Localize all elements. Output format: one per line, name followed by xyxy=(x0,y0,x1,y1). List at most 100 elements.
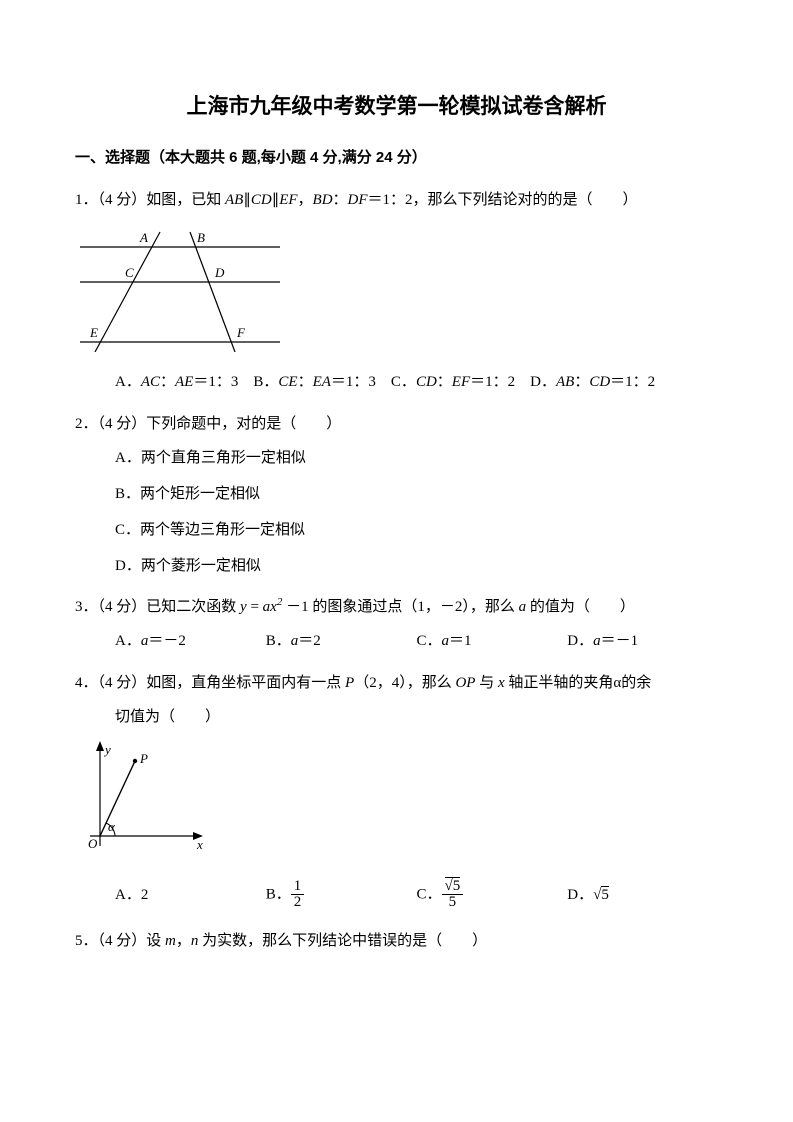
q4-options: A．2 B．12 C．√55 D．√5 xyxy=(75,879,718,912)
q1-C-label: C． xyxy=(391,374,416,390)
q1-A-label: A． xyxy=(115,374,141,390)
q4-A-val: 2 xyxy=(141,887,149,903)
q1-C-r: EF xyxy=(452,374,470,390)
q3-C: C．a＝1 xyxy=(417,629,568,653)
q1-B-l: CE xyxy=(278,374,297,390)
q5-m: m xyxy=(165,933,176,949)
q4-t1: 4．（4 分）如图，直角坐标平面内有一点 xyxy=(75,675,345,691)
q1-C-v: ＝1：2 xyxy=(470,374,515,390)
q4-B-num: 1 xyxy=(291,879,305,896)
q1-cd: CD xyxy=(251,192,272,208)
q3-C-var: a xyxy=(442,633,450,649)
q4-D-sqrt: √5 xyxy=(593,886,609,903)
q1-t2: ＝1：2，那么下列结论对的的是（ ） xyxy=(368,192,638,208)
question-1: 1．（4 分）如图，已知 AB∥CD∥EF，BD：DF＝1：2，那么下列结论对的… xyxy=(75,188,718,394)
q5-t1: 5．（4 分）设 xyxy=(75,933,165,949)
q1-D-label: D． xyxy=(530,374,556,390)
q1-df: DF xyxy=(348,192,368,208)
q4-C: C．√55 xyxy=(417,879,568,912)
q1-B-r: EA xyxy=(313,374,331,390)
q3-C-lab: C． xyxy=(417,633,442,649)
q1-A-l: AC xyxy=(141,374,160,390)
q4-stem: 4．（4 分）如图，直角坐标平面内有一点 P（2，4），那么 OP 与 x 轴正… xyxy=(75,671,718,695)
q4-t2: （2，4），那么 xyxy=(354,675,455,691)
q4-stem-2: 切值为（ ） xyxy=(75,705,718,729)
q1-D-r: CD xyxy=(589,374,610,390)
question-5: 5．（4 分）设 m，n 为实数，那么下列结论中错误的是（ ） xyxy=(75,929,718,953)
q5-stem: 5．（4 分）设 m，n 为实数，那么下列结论中错误的是（ ） xyxy=(75,929,718,953)
q4-A-lab: A． xyxy=(115,887,141,903)
q3-y: y xyxy=(240,599,247,615)
q1-p1: ∥ xyxy=(243,192,251,208)
q3-D-lab: D． xyxy=(567,633,593,649)
q3-D-val: ＝－1 xyxy=(601,633,639,649)
q1-ef: EF xyxy=(279,192,297,208)
q3-a2: a xyxy=(519,599,527,615)
q4-D-val: 5 xyxy=(601,886,609,903)
q4-t4: 轴正半轴的夹角α的余 xyxy=(505,675,652,691)
svg-text:A: A xyxy=(139,230,148,245)
q3-D: D．a＝－1 xyxy=(567,629,718,653)
q2-B: B．两个矩形一定相似 xyxy=(75,482,718,506)
q4-C-lab: C． xyxy=(417,886,442,902)
svg-text:O: O xyxy=(88,836,98,851)
q3-t2: －1 的图象通过点（1，－2），那么 xyxy=(282,599,518,615)
q4-x: x xyxy=(498,675,505,691)
q3-stem: 3．（4 分）已知二次函数 y = ax2 －1 的图象通过点（1，－2），那么… xyxy=(75,594,718,619)
q3-eq: = xyxy=(247,599,263,615)
q1-A-v: ＝1：3 xyxy=(193,374,238,390)
question-2: 2．（4 分）下列命题中，对的是（ ） A．两个直角三角形一定相似 B．两个矩形… xyxy=(75,412,718,578)
q3-A-lab: A． xyxy=(115,633,141,649)
q2-D: D．两个菱形一定相似 xyxy=(75,554,718,578)
q1-B: B．CE：EA＝1：3 xyxy=(253,374,376,390)
q3-x: x xyxy=(270,599,277,615)
q1-D: D．AB：CD＝1：2 xyxy=(530,374,655,390)
q3-C-val: ＝1 xyxy=(449,633,472,649)
q1-p3: ， xyxy=(298,192,313,208)
q1-stem: 1．（4 分）如图，已知 AB∥CD∥EF，BD：DF＝1：2，那么下列结论对的… xyxy=(75,188,718,212)
q1-options: A．AC：AE＝1：3 B．CE：EA＝1：3 C．CD：EF＝1：2 D．AB… xyxy=(75,370,718,394)
q5-t2: 为实数，那么下列结论中错误的是（ ） xyxy=(198,933,487,949)
svg-text:y: y xyxy=(103,742,111,757)
q1-D-l: AB xyxy=(556,374,574,390)
q3-D-var: a xyxy=(593,633,601,649)
svg-text:α: α xyxy=(108,819,116,834)
svg-text:P: P xyxy=(139,751,148,766)
q4-C-num: √5 xyxy=(442,879,464,896)
q2-A: A．两个直角三角形一定相似 xyxy=(75,446,718,470)
q1-A: A．AC：AE＝1：3 xyxy=(115,374,238,390)
q3-t1: 3．（4 分）已知二次函数 xyxy=(75,599,240,615)
q1-B-v: ＝1：3 xyxy=(331,374,376,390)
svg-text:E: E xyxy=(89,325,98,340)
q3-t3: 的值为（ ） xyxy=(526,599,635,615)
question-4: 4．（4 分）如图，直角坐标平面内有一点 P （2，4），那么 OP 与 x 轴正… xyxy=(75,671,718,912)
q1-C: C．CD：EF＝1：2 xyxy=(391,374,515,390)
q1-colon: ： xyxy=(333,192,348,208)
q4-OP: OP xyxy=(455,675,475,691)
svg-text:x: x xyxy=(196,837,203,852)
q1-figure: A B C D E F xyxy=(75,222,718,352)
q4-B-den: 2 xyxy=(291,895,305,911)
q3-B-val: ＝2 xyxy=(298,633,321,649)
q4-B-lab: B． xyxy=(266,886,291,902)
svg-text:D: D xyxy=(214,265,225,280)
q4-B-frac: 12 xyxy=(291,879,305,912)
q4-D: D．√5 xyxy=(567,883,718,907)
q1-bd: BD xyxy=(313,192,333,208)
q4-C-num-v: 5 xyxy=(453,878,461,894)
svg-text:B: B xyxy=(197,230,205,245)
q1-ab: AB xyxy=(225,192,243,208)
q3-B: B．a＝2 xyxy=(266,629,417,653)
q4-A: A．2 xyxy=(115,883,266,907)
question-3: 3．（4 分）已知二次函数 y = ax2 －1 的图象通过点（1，－2），那么… xyxy=(75,594,718,653)
q4-D-lab: D． xyxy=(567,887,593,903)
q1-A-r: AE xyxy=(175,374,193,390)
q3-A-val: ＝－2 xyxy=(148,633,186,649)
q1-C-l: CD xyxy=(416,374,437,390)
q1-D-v: ＝1：2 xyxy=(610,374,655,390)
q4-C-den: 5 xyxy=(442,895,464,911)
q4-t3: 与 xyxy=(475,675,498,691)
q4-C-frac: √55 xyxy=(442,879,464,912)
q4-figure: y x O P α xyxy=(75,741,718,861)
q4-B: B．12 xyxy=(266,879,417,912)
